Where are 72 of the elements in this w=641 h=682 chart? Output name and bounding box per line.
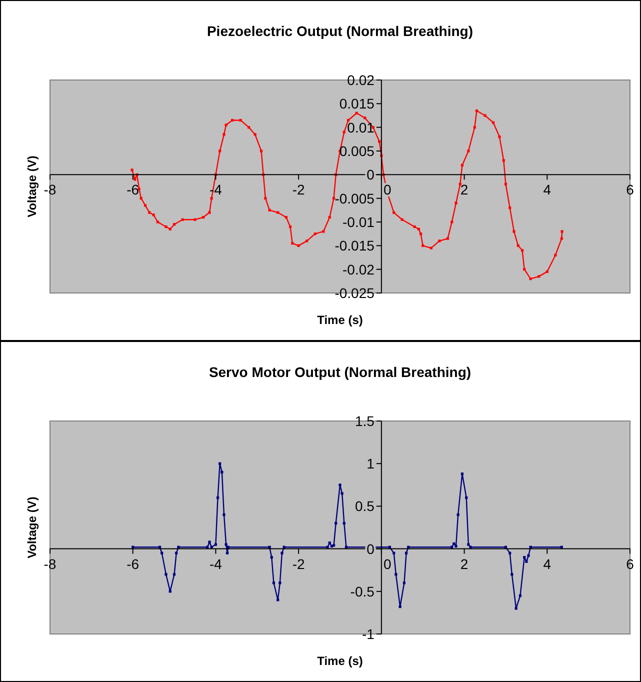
- point: [454, 544, 458, 548]
- point: [222, 513, 226, 516]
- point: [164, 573, 168, 576]
- point: [388, 546, 392, 548]
- point: [338, 484, 342, 486]
- point: [402, 582, 406, 584]
- point: [132, 546, 134, 548]
- point: [404, 552, 408, 554]
- y-tick-label: -0.005: [334, 190, 375, 206]
- y-tick-label: -0.01: [342, 214, 375, 230]
- point: [172, 573, 176, 576]
- y-tick-label: 0.01: [347, 119, 375, 136]
- y-tick-label: 0.005: [339, 143, 375, 159]
- point: [208, 540, 211, 544]
- point: [175, 552, 178, 554]
- x-tick-label: -2: [292, 556, 306, 572]
- x-tick-label: -4: [209, 556, 222, 572]
- y-tick-label: 0.015: [339, 96, 375, 112]
- x-tick-label: -8: [44, 182, 56, 198]
- point: [504, 546, 508, 548]
- point: [344, 546, 348, 548]
- chart-title: Servo Motor Output (Normal Breathing): [208, 364, 472, 380]
- x-tick-label: 4: [543, 556, 552, 572]
- point: [218, 462, 222, 465]
- y-tick-label: -1: [362, 626, 375, 642]
- x-axis-title: Time (s): [317, 654, 363, 668]
- point: [527, 554, 530, 557]
- x-tick-label: -2: [292, 182, 306, 198]
- y-tick-label: -0.02: [342, 261, 375, 278]
- y-axis-title: Voltage (V): [25, 156, 39, 218]
- point: [452, 542, 456, 545]
- point: [214, 543, 218, 546]
- point: [394, 573, 398, 576]
- point: [465, 496, 468, 499]
- point: [270, 556, 273, 559]
- x-tick-label: 6: [626, 182, 634, 198]
- point: [340, 492, 344, 495]
- y-tick-label: -0.5: [350, 583, 375, 600]
- point: [226, 552, 229, 554]
- point: [456, 513, 460, 516]
- y-axis-title: Voltage (V): [25, 496, 39, 558]
- x-tick-label: -6: [126, 182, 140, 198]
- point: [398, 605, 402, 608]
- x-tick-label: 2: [460, 556, 468, 572]
- point: [168, 590, 172, 593]
- y-tick-label: 0.02: [347, 72, 375, 88]
- y-tick-label: 0.5: [354, 498, 375, 514]
- point: [268, 546, 271, 548]
- y-tick-label: -0.025: [334, 285, 375, 301]
- x-axis-title: Time (s): [317, 313, 363, 327]
- y-tick-label: -0.015: [334, 238, 375, 254]
- x-tick-label: -8: [44, 556, 56, 572]
- point: [560, 546, 563, 548]
- x-tick-label: 6: [626, 556, 634, 572]
- y-tick-label: 1: [366, 456, 375, 472]
- point: [158, 546, 162, 548]
- point: [523, 556, 526, 559]
- point: [510, 573, 514, 576]
- x-tick-label: 2: [460, 182, 468, 198]
- point: [216, 496, 220, 499]
- point: [276, 598, 280, 602]
- x-tick-label: 4: [543, 182, 552, 198]
- point: [460, 472, 464, 476]
- point: [334, 522, 338, 525]
- x-tick-label: 0: [384, 556, 392, 572]
- chart-title: Piezoelectric Output (Normal Breathing): [206, 23, 474, 39]
- point: [342, 522, 346, 525]
- point: [518, 594, 522, 597]
- point: [514, 607, 518, 610]
- x-tick-label: -6: [126, 556, 140, 572]
- point: [272, 582, 276, 584]
- y-tick-label: 1.5: [354, 413, 375, 429]
